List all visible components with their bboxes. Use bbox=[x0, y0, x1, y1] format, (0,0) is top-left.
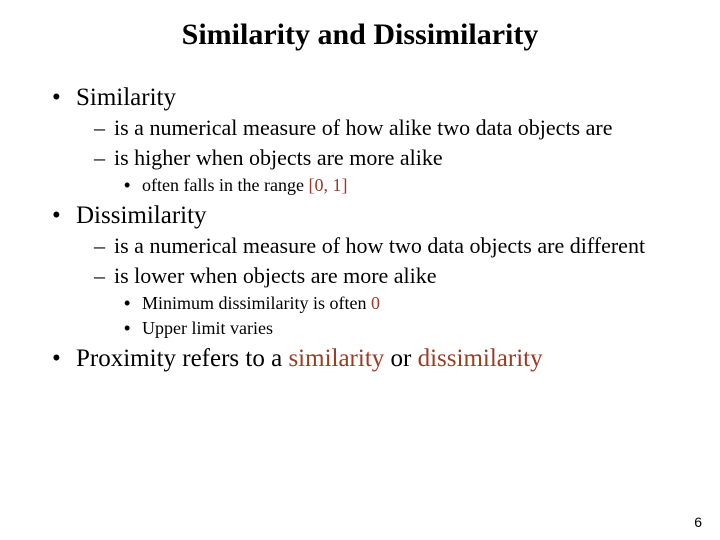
bullet-dot-icon: • bbox=[52, 84, 76, 112]
bullet-dot-icon: • bbox=[124, 317, 142, 340]
proximity-mid: or bbox=[384, 345, 417, 372]
bullet-dissimilarity: • Dissimilarity bbox=[52, 202, 690, 230]
dissimilarity-heading: Dissimilarity bbox=[76, 202, 690, 230]
dissimilarity-point-2-text: is lower when objects are more alike bbox=[114, 262, 690, 290]
bullet-dot-icon: • bbox=[124, 174, 142, 197]
proximity-dissimilarity-word: dissimilarity bbox=[418, 345, 543, 372]
bullet-dot-icon: • bbox=[52, 202, 76, 230]
bullet-proximity: • Proximity refers to a similarity or di… bbox=[52, 345, 690, 373]
proximity-text: Proximity refers to a similarity or diss… bbox=[76, 345, 690, 373]
similarity-heading: Similarity bbox=[76, 84, 690, 112]
similarity-note-text: often falls in the range [0, 1] bbox=[142, 174, 690, 197]
bullet-dot-icon: • bbox=[52, 345, 76, 373]
dissimilarity-note-2-text: Upper limit varies bbox=[142, 317, 690, 340]
dash-icon: – bbox=[94, 144, 114, 172]
dash-icon: – bbox=[94, 232, 114, 260]
slide: Similarity and Dissimilarity • Similarit… bbox=[0, 0, 720, 540]
similarity-note-prefix: often falls in the range bbox=[142, 175, 308, 195]
dash-icon: – bbox=[94, 262, 114, 290]
page-number: 6 bbox=[694, 514, 702, 530]
dissimilarity-point-1: – is a numerical measure of how two data… bbox=[94, 232, 690, 260]
similarity-note-range: [0, 1] bbox=[308, 175, 347, 195]
dissimilarity-note-1: • Minimum dissimilarity is often 0 bbox=[124, 292, 690, 315]
dissimilarity-point-2: – is lower when objects are more alike bbox=[94, 262, 690, 290]
dissimilarity-note-1-value: 0 bbox=[371, 293, 380, 313]
similarity-point-1-text: is a numerical measure of how alike two … bbox=[114, 114, 690, 142]
similarity-point-1: – is a numerical measure of how alike tw… bbox=[94, 114, 690, 142]
similarity-note: • often falls in the range [0, 1] bbox=[124, 174, 690, 197]
dissimilarity-note-1-prefix: Minimum dissimilarity is often bbox=[142, 293, 371, 313]
similarity-point-2: – is higher when objects are more alike bbox=[94, 144, 690, 172]
bullet-dot-icon: • bbox=[124, 292, 142, 315]
dissimilarity-point-1-text: is a numerical measure of how two data o… bbox=[114, 232, 690, 260]
slide-title: Similarity and Dissimilarity bbox=[30, 18, 690, 52]
dash-icon: – bbox=[94, 114, 114, 142]
bullet-similarity: • Similarity bbox=[52, 84, 690, 112]
proximity-similarity-word: similarity bbox=[288, 345, 384, 372]
proximity-prefix: Proximity refers to a bbox=[76, 345, 288, 372]
dissimilarity-note-1-text: Minimum dissimilarity is often 0 bbox=[142, 292, 690, 315]
similarity-point-2-text: is higher when objects are more alike bbox=[114, 144, 690, 172]
dissimilarity-note-2: • Upper limit varies bbox=[124, 317, 690, 340]
